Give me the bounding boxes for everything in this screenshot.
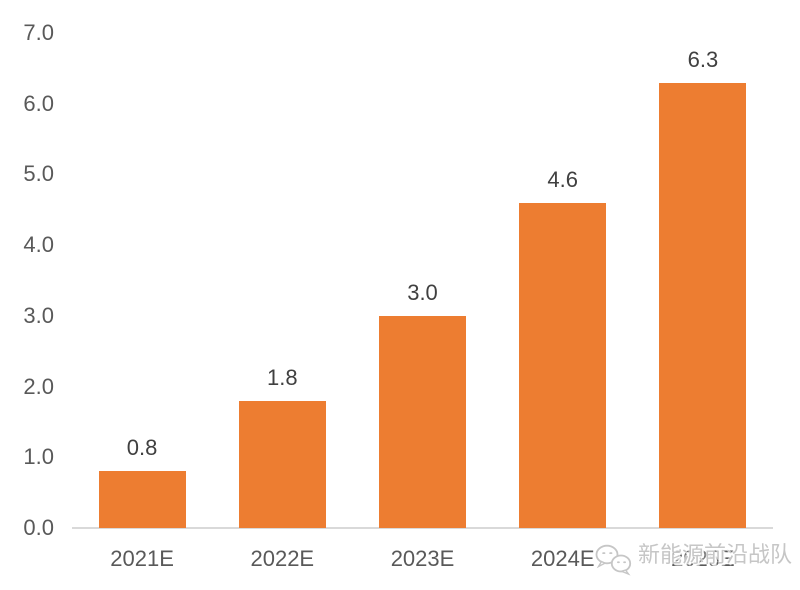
- bar-2025E: [659, 82, 747, 528]
- bar-value-label: 6.3: [687, 46, 719, 72]
- bar-value-label: 1.8: [267, 364, 298, 390]
- x-category-label: 2025E: [671, 546, 735, 571]
- y-tick-label: 3.0: [23, 302, 54, 328]
- x-category-label: 2021E: [110, 546, 174, 571]
- y-tick-label: 1.0: [23, 444, 54, 470]
- x-category-label: 2023E: [390, 546, 455, 571]
- bar-2024E: [519, 202, 607, 528]
- bar-2021E: [98, 471, 186, 528]
- y-tick-label: 5.0: [23, 161, 54, 187]
- y-tick-label: 2.0: [23, 373, 54, 399]
- y-tick-label: 4.0: [23, 232, 54, 258]
- bar-value-label: 0.8: [126, 435, 158, 461]
- x-axis-line: [72, 527, 773, 529]
- y-tick-label: 6.0: [23, 90, 54, 116]
- y-tick-label: 7.0: [23, 20, 54, 45]
- bar-2022E: [238, 400, 326, 528]
- x-category-label: 2024E: [530, 546, 595, 571]
- y-tick-label: 0.0: [23, 515, 54, 540]
- bar-value-label: 4.6: [547, 166, 578, 192]
- x-category-label: 2022E: [250, 546, 315, 571]
- bar-2023E: [379, 315, 466, 528]
- bar-value-label: 3.0: [407, 279, 438, 305]
